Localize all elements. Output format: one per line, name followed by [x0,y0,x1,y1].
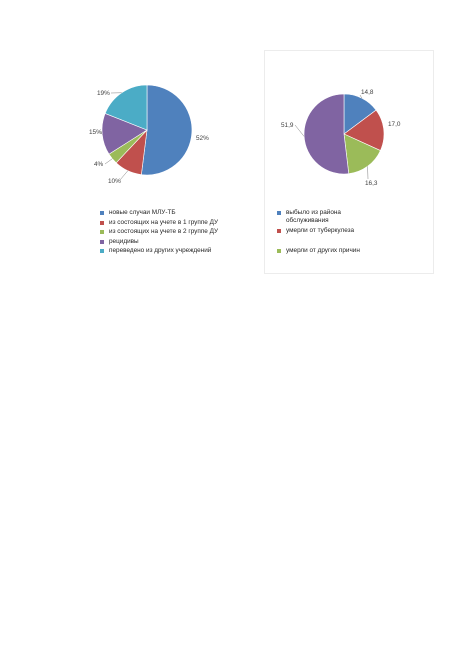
legend-item-4: переведено из других учреждений [100,247,218,257]
legend-item-1: умерли от туберкулеза [277,227,366,247]
data-label-0: 52% [196,135,209,142]
legend-label-1: из состоящих на учете в 1 группе ДУ [109,218,219,226]
legend-label-3: рецидивы [109,237,139,245]
data-label-1: 17,0 [388,121,401,128]
legend-swatch-3 [100,239,104,244]
pie-chart-left-plot: 52% 10% 4% 15% 19% [89,84,209,185]
legend-right: выбыло из района обслуживания умерли от т… [277,209,366,257]
legend-item-0: новые случаи МЛУ-ТБ [100,209,218,219]
pie-chart-mdr-tb-sources: 52% 10% 4% 15% 19% новые случаи МЛУ-ТБ из сос… [86,80,252,270]
data-label-0: 14,8 [361,89,374,96]
data-label-2: 16,3 [365,180,378,187]
legend-label-0: новые случаи МЛУ-ТБ [109,209,176,216]
data-label-4: 19% [97,90,110,97]
pie-slice-3 [303,93,350,175]
leader-line-1 [119,170,129,181]
leader-line-2 [104,158,113,165]
leader-line-3 [99,131,103,135]
legend-label-0: выбыло из района обслуживания [286,209,341,224]
legend-item-1: из состоящих на учете в 1 группе ДУ [100,219,218,229]
legend-label-4: переведено из других учреждений [109,247,212,254]
legend-left: новые случаи МЛУ-ТБ из состоящих на учете… [100,209,218,257]
pie-slice-0 [141,84,193,176]
data-label-3: 51,9 [281,122,294,129]
legend-swatch-0 [100,211,104,215]
data-label-3: 15% [89,129,102,136]
leader-line-0 [359,94,363,99]
legend-item-2: умерли от других причин [277,247,366,257]
legend-swatch-1 [100,220,104,225]
legend-item-3: рецидивы [100,238,218,248]
legend-swatch-4 [100,249,104,253]
data-label-1: 10% [108,178,121,185]
legend-swatch-1 [277,229,281,233]
legend-item-0: выбыло из района обслуживания [277,209,366,227]
pie-slice-1 [343,109,385,151]
legend-swatch-2 [277,249,281,253]
legend-label-2: умерли от других причин [286,247,360,254]
data-label-2: 4% [94,161,104,168]
legend-item-2: из состоящих на учете в 2 группе ДУ [100,228,218,238]
leader-line-3 [294,124,305,137]
legend-label-1: умерли от туберкулеза [286,227,355,234]
pie-chart-right-plot: 14,8 17,0 16,3 51,9 [281,89,401,187]
legend-swatch-0 [277,211,281,215]
pie-chart-dropouts: 14,8 17,0 16,3 51,9 выбыло из района обслуж… [264,50,434,274]
legend-swatch-2 [100,230,104,234]
legend-label-2: из состоящих на учете в 2 группе ДУ [109,228,219,235]
